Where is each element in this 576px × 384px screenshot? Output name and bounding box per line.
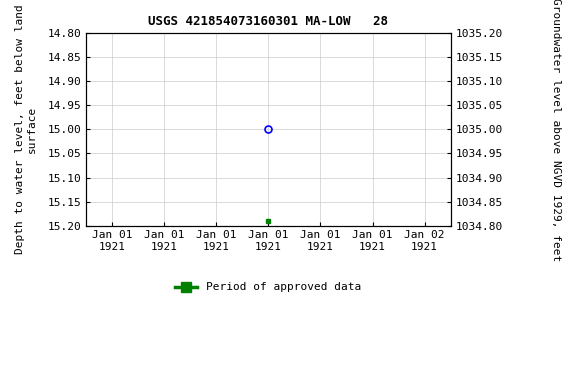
Title: USGS 421854073160301 MA-LOW   28: USGS 421854073160301 MA-LOW 28 bbox=[149, 15, 388, 28]
Y-axis label: Depth to water level, feet below land
surface: Depth to water level, feet below land su… bbox=[15, 5, 37, 254]
Legend: Period of approved data: Period of approved data bbox=[171, 278, 366, 297]
Y-axis label: Groundwater level above NGVD 1929, feet: Groundwater level above NGVD 1929, feet bbox=[551, 0, 561, 261]
